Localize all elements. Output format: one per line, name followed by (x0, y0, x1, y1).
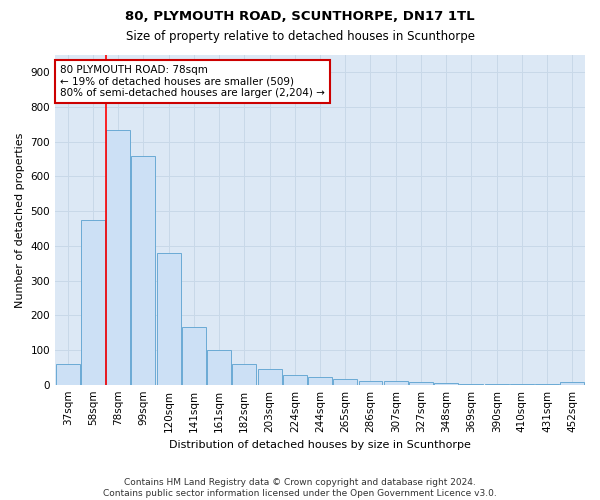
Bar (409, 382, 433, 384)
Bar (257, 369, 281, 384)
Bar (560, 382, 584, 384)
Bar (207, 350, 231, 384)
Bar (434, 383, 458, 384)
Text: Contains HM Land Registry data © Crown copyright and database right 2024.
Contai: Contains HM Land Registry data © Crown c… (103, 478, 497, 498)
Bar (232, 364, 256, 384)
X-axis label: Distribution of detached houses by size in Scunthorpe: Distribution of detached houses by size … (169, 440, 471, 450)
Bar (333, 380, 357, 384)
Text: Size of property relative to detached houses in Scunthorpe: Size of property relative to detached ho… (125, 30, 475, 43)
Bar (308, 377, 332, 384)
Bar (131, 156, 155, 384)
Bar (157, 253, 181, 384)
Bar (106, 130, 130, 384)
Bar (56, 364, 80, 384)
Bar (384, 381, 408, 384)
Bar (359, 380, 382, 384)
Bar (81, 220, 105, 384)
Y-axis label: Number of detached properties: Number of detached properties (15, 132, 25, 308)
Bar (283, 375, 307, 384)
Text: 80 PLYMOUTH ROAD: 78sqm
← 19% of detached houses are smaller (509)
80% of semi-d: 80 PLYMOUTH ROAD: 78sqm ← 19% of detache… (61, 65, 325, 98)
Text: 80, PLYMOUTH ROAD, SCUNTHORPE, DN17 1TL: 80, PLYMOUTH ROAD, SCUNTHORPE, DN17 1TL (125, 10, 475, 23)
Bar (182, 328, 206, 384)
